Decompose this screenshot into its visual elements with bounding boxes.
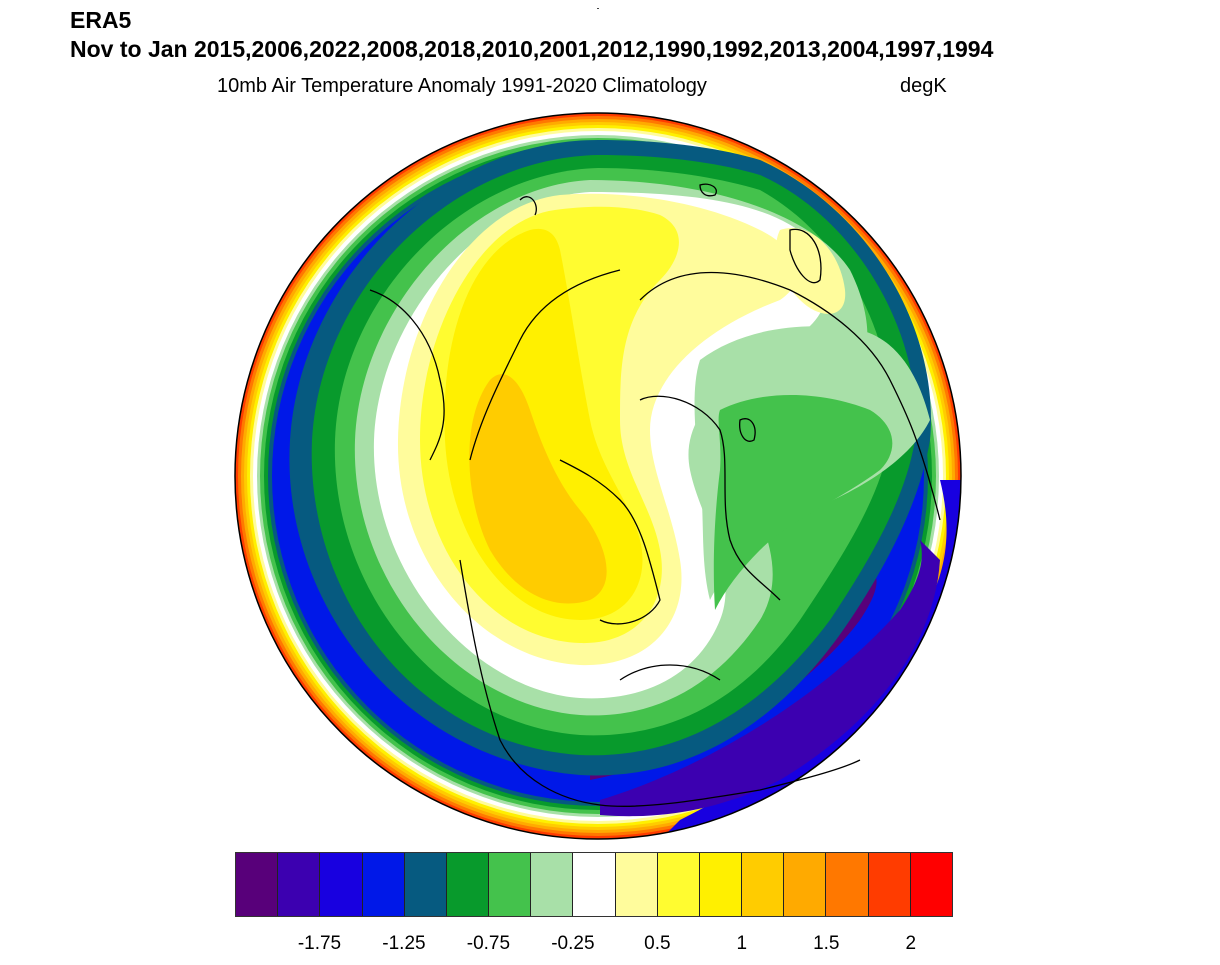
colorbar-swatch — [826, 853, 869, 916]
colorbar-swatch — [531, 853, 574, 916]
period-title: Nov to Jan 2015,2006,2022,2008,2018,2010… — [70, 36, 994, 62]
colorbar-tick-label: -1.75 — [297, 933, 342, 954]
colorbar-tick-label: -0.75 — [466, 933, 511, 954]
colorbar-tick-label: 1 — [736, 933, 748, 954]
colorbar-tick-label: 2 — [905, 933, 917, 954]
colorbar-swatch — [784, 853, 827, 916]
colorbar-swatch — [573, 853, 616, 916]
colorbar-swatch — [320, 853, 363, 916]
colorbar-swatch — [404, 853, 447, 916]
colorbar-tick-label: -0.25 — [551, 933, 595, 954]
dataset-title: ERA5 — [70, 7, 132, 33]
colorbar-swatch — [742, 853, 785, 916]
units-label: degK — [900, 75, 947, 97]
variable-subtitle: 10mb Air Temperature Anomaly 1991-2020 C… — [217, 75, 707, 97]
stray-dot — [597, 8, 599, 9]
colorbar-swatch — [362, 853, 405, 916]
colorbar-swatch — [910, 853, 952, 916]
coastlines — [369, 183, 941, 807]
colorbar — [235, 852, 953, 917]
colorbar-swatch — [236, 853, 279, 916]
colorbar-swatch — [446, 853, 490, 916]
colorbar-swatch — [657, 853, 700, 916]
colorbar-tick-label: 0.5 — [644, 933, 671, 954]
colorbar-tick-label: -1.25 — [382, 933, 426, 954]
colorbar-tick-label: 1.5 — [813, 933, 840, 954]
colorbar-swatch — [489, 853, 532, 916]
colorbar-swatch — [868, 853, 911, 916]
colorbar-swatch — [699, 853, 743, 916]
colorbar-swatch — [615, 853, 658, 916]
globe-outline — [234, 112, 962, 840]
colorbar-swatch — [278, 853, 321, 916]
